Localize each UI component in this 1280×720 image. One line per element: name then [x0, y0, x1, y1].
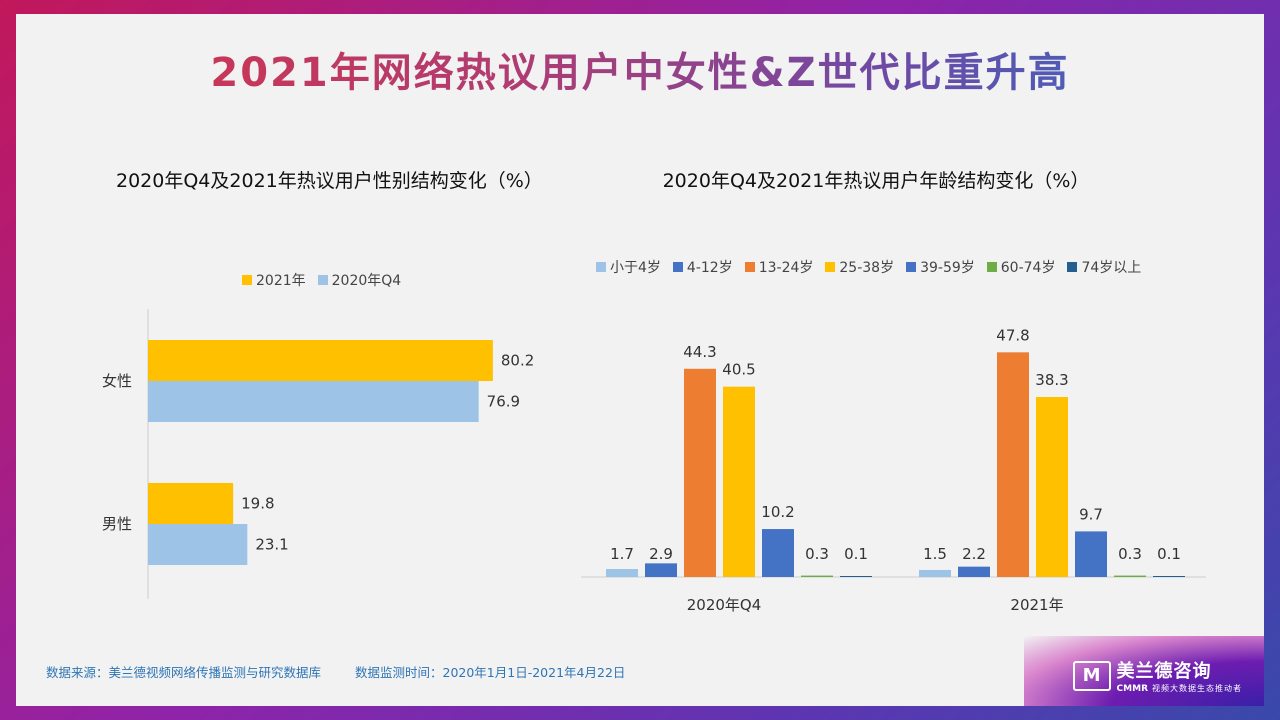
legend-label: 25-38岁: [839, 260, 895, 276]
bar: [919, 569, 951, 577]
data-label: 0.1: [1157, 545, 1181, 563]
category-label: 男性: [102, 515, 132, 533]
legend-label: 74岁以上: [1081, 260, 1142, 276]
data-label: 80.2: [501, 352, 534, 370]
bar: [723, 386, 755, 577]
bar: [1153, 576, 1185, 577]
legend-label: 60-74岁: [1000, 260, 1056, 276]
data-label: 2.9: [649, 545, 673, 563]
age-bar-chart: 1.7 2.9 44.3 40.5 10.2 0.3 0.1 2020年Q4 1.5 2.2 47.…: [581, 326, 1206, 614]
logo-m-icon: M: [1072, 660, 1111, 691]
data-label: 0.1: [844, 545, 868, 563]
data-label: 10.2: [761, 503, 794, 521]
bar: [148, 340, 493, 381]
slide: 2021年网络热议用户中女性&Z世代比重升高 2020年Q4及2021年热议用户…: [16, 14, 1264, 706]
bar: [1075, 531, 1107, 577]
legend-item: 25-38岁: [825, 257, 894, 277]
bar: [645, 563, 677, 577]
legend-swatch: [825, 262, 836, 272]
legend-swatch: [596, 262, 606, 272]
bar: [1114, 575, 1146, 577]
data-label: 40.5: [722, 361, 755, 379]
page-title: 2021年网络热议用户中女性&Z世代比重升高: [16, 40, 1264, 98]
data-period: 数据监测时间：2020年1月1日-2021年4月22日: [355, 665, 626, 680]
legend-label: 39-59岁: [920, 260, 975, 276]
bar: [762, 529, 794, 577]
legend-item-2021: 2021年: [242, 270, 306, 290]
data-label: 23.1: [255, 536, 288, 554]
legend-label: 2021年: [256, 273, 306, 289]
bar: [1036, 396, 1068, 577]
legend-swatch: [906, 262, 917, 272]
legend-label: 小于4岁: [610, 260, 661, 276]
data-label: 1.5: [923, 545, 947, 563]
bar: [997, 352, 1029, 577]
data-label: 19.8: [241, 495, 274, 513]
footer: 数据来源：美兰德视频网络传播监测与研究数据库 数据监测时间：2020年1月1日-…: [46, 662, 625, 681]
bar: [958, 566, 990, 577]
age-chart-legend: 小于4岁 4-12岁 13-24岁 25-38岁 39-59岁 60-74岁 74岁以上: [596, 257, 1141, 277]
gender-chart-title: 2020年Q4及2021年热议用户性别结构变化（%）: [116, 170, 543, 192]
logo-name: 美兰德咨询: [1116, 661, 1212, 682]
bar: [840, 576, 872, 577]
gender-bar-chart: 女性 80.2 76.9 男性 19.8 23.1: [102, 309, 534, 599]
data-label: 38.3: [1035, 371, 1068, 389]
gender-chart-legend: 2021年 2020年Q4: [242, 270, 401, 290]
logo-area: M 美兰德咨询 CMMR 视频大数据生态推动者: [1024, 636, 1264, 706]
logo-slogan: 视频大数据生态推动者: [1152, 684, 1242, 693]
legend-swatch: [242, 275, 252, 285]
legend-swatch: [744, 262, 755, 272]
legend-item: 小于4岁: [596, 257, 661, 277]
data-label: 1.7: [610, 545, 634, 563]
bar: [801, 575, 833, 577]
data-label: 47.8: [996, 326, 1029, 344]
data-label: 0.3: [1118, 545, 1142, 563]
category-label: 2021年: [1010, 596, 1063, 614]
bar: [606, 569, 638, 577]
data-source: 数据来源：美兰德视频网络传播监测与研究数据库: [46, 665, 322, 680]
legend-swatch: [317, 275, 328, 285]
logo-abbr: CMMR: [1116, 683, 1148, 694]
data-label: 2.2: [962, 545, 986, 563]
legend-swatch: [986, 262, 997, 272]
category-label: 女性: [102, 372, 132, 390]
legend-item: 60-74岁: [986, 257, 1056, 277]
brand-logo: M 美兰德咨询 CMMR 视频大数据生态推动者: [1072, 657, 1242, 694]
category-label: 2020年Q4: [687, 596, 762, 614]
legend-swatch: [1067, 262, 1078, 272]
legend-label: 4-12岁: [686, 260, 733, 276]
data-label: 44.3: [683, 343, 716, 361]
bar: [148, 381, 479, 422]
bar: [148, 483, 234, 524]
legend-item: 4-12岁: [672, 257, 733, 277]
legend-item: 39-59岁: [906, 257, 975, 277]
bar: [148, 524, 248, 565]
legend-label: 13-24岁: [758, 260, 814, 276]
legend-item-2020q4: 2020年Q4: [317, 270, 402, 290]
legend-item: 13-24岁: [744, 257, 814, 277]
data-label: 9.7: [1079, 505, 1103, 523]
bar: [684, 368, 716, 577]
data-label: 0.3: [805, 545, 829, 563]
data-label: 76.9: [487, 393, 520, 411]
legend-label: 2020年Q4: [331, 273, 402, 289]
legend-swatch: [672, 262, 683, 272]
legend-item: 74岁以上: [1067, 257, 1141, 277]
age-chart-title: 2020年Q4及2021年热议用户年龄结构变化（%）: [662, 170, 1090, 192]
